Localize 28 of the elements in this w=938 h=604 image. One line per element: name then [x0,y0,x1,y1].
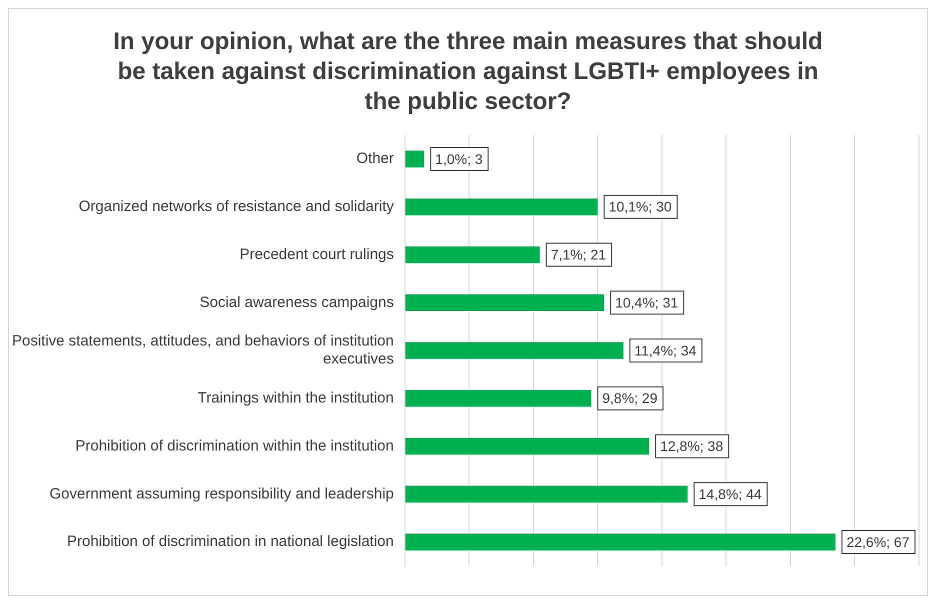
data-label: 10,1%; 30 [608,198,672,215]
chart-title: In your opinion, what are the three main measures that should be taken against discrimination against LGBTI+ employees in the public sector? [112,27,824,117]
bar [405,198,598,216]
bar [405,438,650,455]
data-label: 1,0%; 3 [435,150,483,167]
data-label: 9,8%; 29 [602,390,658,406]
y-tick-label: Government assuming responsibility and leadership [50,485,394,502]
data-label: 12,8%; 38 [660,438,724,454]
data-label: 22,6%; 67 [846,534,910,550]
bar [405,342,624,359]
y-tick-label: Social awareness campaigns [200,294,394,311]
data-label: 7,1%; 21 [550,246,606,263]
bar [405,390,592,407]
y-tick-label: Prohibition of discrimination within the institution [75,437,394,454]
y-tick-label: Other [356,150,394,168]
y-tick-label: Trainings within the institution [198,390,394,407]
y-tick-label: Prohibition of discrimination in national legislation [67,533,394,550]
data-label: 11,4%; 34 [634,342,697,358]
bar [405,534,836,550]
bar [405,246,540,264]
bar [405,486,688,503]
data-label: 14,8%; 44 [698,486,762,502]
y-tick-label: Positive statements, attitudes, and behaviors of institution executives [12,332,394,368]
y-tick-label: Precedent court rulings [240,246,394,263]
y-tick-label: Organized networks of resistance and solidarity [78,198,394,215]
data-label: 10,4%; 31 [615,294,678,310]
bar [405,150,424,168]
bar [405,294,604,311]
